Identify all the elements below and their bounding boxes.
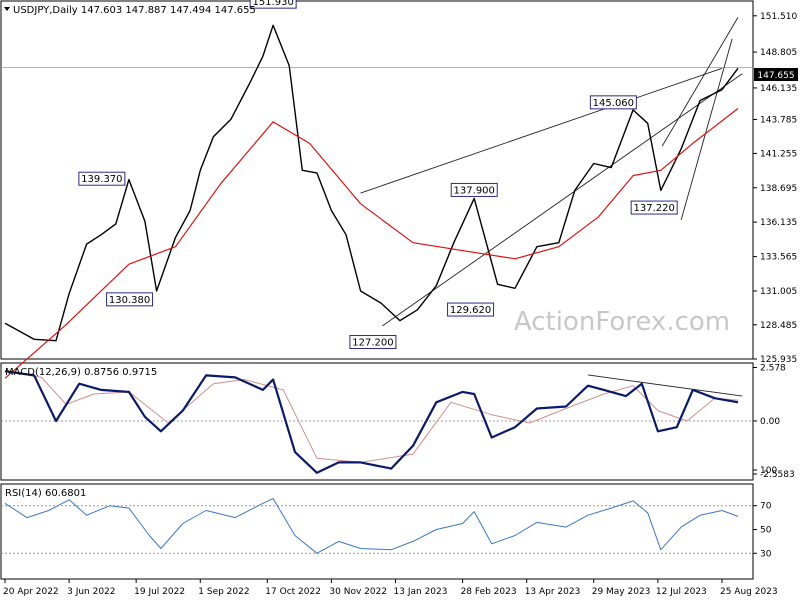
macd-signal-line [4, 370, 739, 463]
x-axis-label: 17 Oct 2022 [265, 587, 321, 597]
price-axis-label: 143.785 [760, 115, 797, 125]
price-axis-label: 133.565 [760, 253, 797, 263]
x-axis-label: 12 Jul 2023 [656, 587, 707, 597]
x-axis: 20 Apr 2022 3 Jun 2022 19 Jul 2022 1 Sep 20… [3, 579, 778, 597]
annotation-label: 137.220 [633, 203, 674, 214]
channel-line-3 [680, 38, 733, 221]
annotation-label: 127.200 [352, 338, 393, 349]
channel-line-1 [382, 73, 743, 327]
macd-axis-label: 2.578 [760, 364, 786, 374]
annotation-box [589, 95, 637, 110]
price-y-axis: 151.510 148.805 146.135 143.785 141.255 138.6… [1, 12, 797, 365]
x-axis-label: 13 Jan 2023 [394, 587, 448, 597]
x-axis-label: 13 Apr 2023 [525, 587, 581, 597]
price-axis-label: 131.005 [760, 287, 797, 297]
price-panel-header: USDJPY,Daily 147.603 147.887 147.494 147… [13, 5, 256, 16]
macd-series [4, 370, 743, 474]
price-axis-label: 146.135 [760, 84, 797, 94]
moving-average [4, 108, 739, 379]
macd-panel-frame [0, 362, 754, 481]
x-axis-label: 28 Feb 2023 [461, 587, 517, 597]
macd-axis-label: 0.00 [760, 417, 780, 427]
annotation-box [349, 335, 397, 350]
price-axis-label: 125.935 [760, 355, 797, 365]
x-axis-label: 30 Nov 2022 [329, 587, 387, 597]
macd-line [4, 370, 739, 474]
price-axis-label: 136.135 [760, 218, 797, 228]
annotation-box [249, 0, 297, 9]
channel-line-4 [661, 17, 739, 147]
x-axis-label: 20 Apr 2022 [3, 587, 59, 597]
price-line [4, 24, 739, 342]
macd-y-axis: 2.578 0.00 -2.5583 [1, 364, 795, 480]
macd-axis-label: -2.5583 [760, 470, 795, 480]
last-price-box [754, 68, 798, 81]
annotation-box [630, 200, 678, 215]
price-panel-frame [0, 0, 754, 360]
rsi-y-axis: 100 70 50 30 [1, 466, 777, 559]
annotation-box [450, 182, 498, 197]
trend-channel [360, 17, 743, 327]
price-axis-label: 148.805 [760, 48, 797, 58]
annotation-label: 139.370 [81, 174, 122, 185]
channel-line-2 [360, 67, 723, 194]
annotation-label: 137.900 [454, 185, 495, 196]
rsi-axis-label: 100 [760, 466, 777, 476]
watermark: ActionForex.com [514, 307, 730, 337]
price-collapse-icon[interactable] [4, 7, 10, 11]
rsi-panel-frame [0, 483, 754, 580]
price-series [4, 24, 739, 342]
rsi-panel-header: RSI(14) 60.6801 [5, 488, 86, 499]
rsi-axis-label: 70 [760, 502, 772, 512]
price-annotations: 151.930 139.370 130.380 127.200 137.900 129.6… [78, 0, 678, 350]
price-axis-label: 128.485 [760, 321, 797, 331]
x-axis-label: 25 Aug 2023 [720, 587, 778, 597]
annotation-label: 130.380 [109, 295, 150, 306]
annotation-box [78, 171, 126, 186]
moving-average-line [4, 108, 739, 379]
x-axis-label: 19 Jul 2022 [134, 587, 185, 597]
rsi-axis-label: 30 [760, 549, 772, 559]
price-axis-label: 138.695 [760, 184, 797, 194]
x-axis-label: 1 Sep 2022 [198, 587, 249, 597]
annotation-label: 151.930 [252, 0, 293, 8]
price-axis-label: 141.255 [760, 149, 797, 159]
x-axis-label: 29 May 2023 [592, 587, 651, 597]
macd-panel-header: MACD(12,26,9) 0.8756 0.9715 [5, 367, 157, 378]
annotation-box [106, 292, 154, 307]
rsi-line [4, 498, 739, 554]
annotation-label: 145.060 [593, 98, 634, 109]
rsi-series [4, 498, 739, 554]
macd-trendline [587, 374, 743, 397]
price-axis-label: 151.510 [760, 12, 797, 22]
last-price-label: 147.655 [757, 71, 794, 81]
rsi-axis-label: 50 [760, 526, 772, 536]
annotation-label: 129.620 [450, 305, 491, 316]
x-axis-label: 3 Jun 2022 [67, 587, 115, 597]
annotation-box [447, 302, 495, 317]
